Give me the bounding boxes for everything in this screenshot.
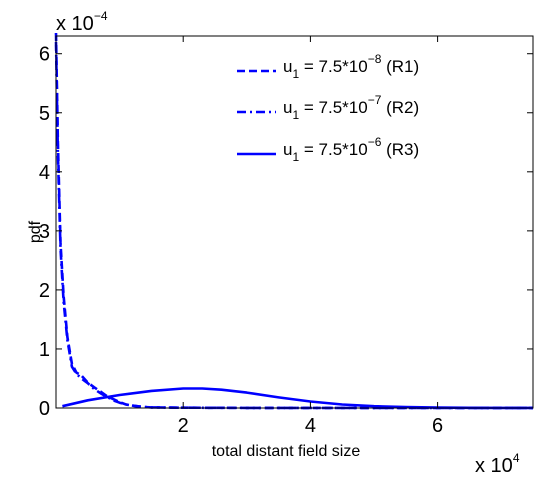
legend-label-part: = 7.5*10 bbox=[299, 57, 368, 76]
legend-label-part: −6 bbox=[368, 135, 382, 149]
legend-label-part: (R1) bbox=[381, 57, 419, 76]
axes-frame bbox=[55, 35, 534, 409]
legend-label-part: 1 bbox=[292, 108, 299, 122]
x-axis-label: total distant field size bbox=[212, 443, 361, 460]
axes: 2 4 6 0 1 2 3 4 5 6 bbox=[39, 35, 534, 437]
x-tick-label: 2 bbox=[178, 415, 189, 437]
y-tick-label: 1 bbox=[39, 339, 50, 361]
legend-label-part: 1 bbox=[292, 67, 299, 81]
y-tick-label: 5 bbox=[39, 103, 50, 125]
x-multiplier-base: x 10 bbox=[475, 455, 513, 477]
x-tick-label: 6 bbox=[432, 415, 443, 437]
legend-label-part: u bbox=[283, 98, 292, 117]
legend-label-3: u1 = 7.5*10−6 (R3) bbox=[283, 135, 419, 164]
legend-label-2: u1 = 7.5*10−7 (R2) bbox=[283, 93, 419, 122]
y-multiplier-base: x 10 bbox=[56, 13, 94, 35]
legend-label-1: u1 = 7.5*10−8 (R1) bbox=[283, 52, 419, 81]
y-axis-label: pdf bbox=[27, 220, 44, 243]
legend-label-part: (R3) bbox=[381, 140, 419, 159]
x-multiplier-exponent: 4 bbox=[513, 451, 520, 465]
legend-label-part: = 7.5*10 bbox=[299, 140, 368, 159]
legend-label-part: −8 bbox=[368, 52, 382, 66]
y-axis-multiplier: x 10−4 bbox=[56, 9, 108, 35]
legend-label-part: u bbox=[283, 140, 292, 159]
series-line-2 bbox=[54, 41, 533, 410]
y-tick-label: 6 bbox=[39, 44, 50, 66]
legend-label-part: −7 bbox=[368, 93, 382, 107]
plot-background bbox=[56, 36, 533, 408]
y-multiplier-exponent: −4 bbox=[94, 9, 108, 23]
plot-area bbox=[56, 36, 533, 408]
legend-label-part: (R2) bbox=[381, 98, 419, 117]
x-tick-label: 4 bbox=[305, 415, 316, 437]
y-tick-label: 3 bbox=[39, 221, 50, 243]
y-tick-label: 4 bbox=[39, 162, 50, 184]
legend-label-part: u bbox=[283, 57, 292, 76]
x-axis-multiplier: x 104 bbox=[475, 451, 520, 477]
y-tick-label: 0 bbox=[39, 398, 50, 420]
legend: u1 = 7.5*10−8 (R1)u1 = 7.5*10−7 (R2)u1 =… bbox=[237, 52, 419, 164]
legend-label-part: 1 bbox=[292, 150, 299, 164]
legend-label-part: = 7.5*10 bbox=[299, 98, 368, 117]
y-tick-label: 2 bbox=[39, 280, 50, 302]
